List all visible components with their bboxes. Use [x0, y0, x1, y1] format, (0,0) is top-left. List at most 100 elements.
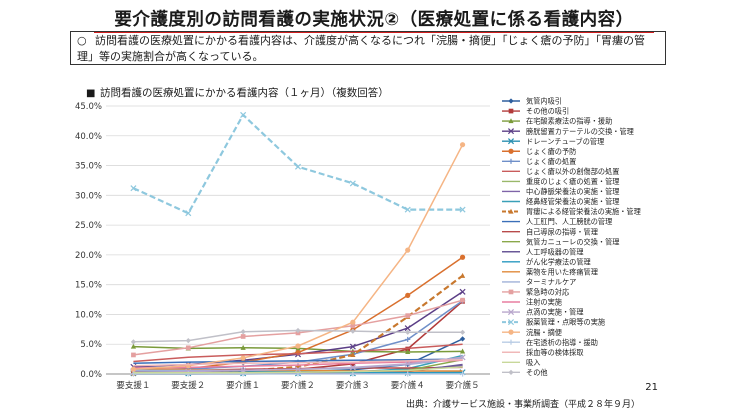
x-tick-label: 要支援１: [116, 380, 150, 391]
chart-title: 訪問看護の医療処置にかかる看護内容（１ヶ月）（複数回答）: [100, 87, 389, 99]
series-point-23: [350, 319, 356, 325]
legend-label-24: 在宅透析の指導・援助: [526, 338, 598, 347]
legend-label-6: じょく瘡の処置: [526, 157, 576, 166]
legend-marker-4: [507, 138, 515, 145]
legend-label-0: 気管内吸引: [526, 97, 562, 106]
summary-note-text: 訪問看護の医療処置にかかる看護内容は、介護度が高くなるにつれ「浣腸・摘便」「じょ…: [77, 34, 645, 63]
legend-label-23: 浣腸・摘便: [526, 328, 562, 337]
series-point-5: [459, 254, 466, 260]
series-point-23: [295, 343, 301, 349]
plot-area: 0.0% 5.0% 10.0% 15.0% 20.0% 25.0% 30.0% 35.0% 40…: [75, 102, 490, 391]
y-tick-label: 10.0%: [75, 310, 102, 320]
x-tick-label: 要介護５: [446, 380, 480, 391]
legend-label-19: 緊急時の対応: [526, 288, 569, 297]
series-point-27: [240, 329, 246, 335]
series-point-22: [185, 210, 192, 217]
series-point-22: [404, 206, 411, 213]
series-point-11: [459, 272, 466, 278]
legend-label-5: じょく瘡の予防: [526, 147, 576, 156]
series-point-3: [459, 288, 466, 295]
series-point-19: [185, 345, 191, 351]
legend-label-7: じょく瘡以外の創傷部の処置: [526, 167, 619, 176]
series-point-23: [240, 355, 246, 361]
legend-marker-3: [507, 128, 515, 135]
legend-label-21: 点滴の実施・管理: [526, 308, 584, 317]
source-caption: 出典：介護サービス施設・事業所調査（平成２８年９月）: [405, 400, 640, 410]
series-point-0: [459, 336, 466, 342]
series-point-27: [185, 338, 191, 344]
legend-marker-5: [508, 148, 514, 154]
y-tick-label: 35.0%: [75, 162, 102, 172]
series-point-27: [130, 339, 137, 345]
legend-label-26: 吸入: [526, 358, 540, 367]
page-number: 21: [645, 382, 658, 393]
y-tick-label: 45.0%: [75, 102, 102, 112]
section-marker: ■: [86, 88, 96, 99]
x-tick-label: 要介護３: [336, 380, 370, 391]
legend-marker-24: [508, 339, 514, 345]
series-point-2: [130, 343, 137, 349]
x-tick-label: 要介護４: [391, 380, 425, 391]
chart-legend: 気管内吸引その他の吸引在宅酸素療法の指導・援助膀胱留置カテーテルの交換・管理ドレ…: [502, 97, 641, 377]
series-point-2: [240, 344, 246, 350]
legend-label-4: ドレーンチューブの管理: [526, 137, 604, 146]
series-point-21: [294, 366, 302, 373]
legend-label-27: その他: [526, 368, 548, 377]
series-point-22: [349, 180, 356, 187]
series-point-6: [405, 336, 411, 343]
series-point-22: [130, 185, 137, 192]
series-point-19: [405, 313, 411, 318]
series-line-25: [133, 358, 463, 367]
series-line-22: [132, 113, 463, 215]
series-point-22: [294, 163, 302, 170]
series-point-21: [404, 360, 411, 367]
series-line-26: [133, 366, 463, 374]
legend-marker-1: [508, 108, 514, 114]
legend-label-17: 薬物を用いた疼痛管理: [526, 267, 598, 276]
legend-label-1: その他の吸引: [526, 107, 569, 116]
series-point-3: [404, 325, 411, 332]
legend-label-16: がん化学療法の管理: [526, 257, 591, 266]
series-line-12: [133, 358, 463, 365]
legend-label-8: 重度のじょく瘡の処置・管理: [526, 177, 619, 186]
series-point-27: [295, 327, 301, 334]
legend-label-20: 注射の実施: [526, 298, 562, 307]
series-point-2: [459, 348, 466, 354]
legend-label-14: 気管カニューレの交換・管理: [526, 237, 619, 246]
summary-note-box: ○ 訪問看護の医療処置にかかる看護内容は、介護度が高くなるにつれ「浣腸・摘便」「じ…: [70, 31, 666, 65]
y-tick-label: 0.0%: [80, 370, 102, 380]
x-tick-label: 要介護１: [226, 380, 260, 391]
legend-marker-0: [508, 98, 514, 104]
y-tick-label: 25.0%: [75, 221, 102, 231]
series-point-21: [349, 364, 356, 371]
legend-label-25: 採血等の検体採取: [526, 348, 584, 357]
title-underline: [94, 31, 654, 33]
legend-label-2: 在宅酸素療法の指導・援助: [526, 117, 612, 126]
y-tick-label: 40.0%: [75, 132, 102, 142]
series-point-19: [131, 352, 136, 358]
x-tick-label: 要介護２: [281, 380, 315, 391]
legend-label-18: ターミナルケア: [526, 278, 576, 287]
legend-label-22: 服薬管理・点眼等の実施: [526, 318, 605, 327]
y-tick-label: 5.0%: [80, 340, 102, 350]
series-point-23: [459, 142, 466, 148]
page-title-wrap: 要介護度別の訪問看護の実施状況②（医療処置に係る看護内容）: [94, 6, 654, 31]
series-point-22: [240, 111, 247, 118]
series-line-7: [133, 343, 463, 363]
series-point-5: [405, 292, 411, 298]
series-point-23: [405, 247, 411, 253]
series-point-27: [459, 329, 466, 335]
series-point-27: [350, 328, 356, 334]
series-point-23: [130, 366, 137, 372]
page-title: 要介護度別の訪問看護の実施状況②（医療処置に係る看護内容）: [114, 10, 634, 30]
series-point-3: [349, 343, 356, 350]
series-point-27: [405, 329, 411, 335]
legend-label-15: 人工呼吸器の管理: [526, 247, 584, 256]
legend-marker-27: [508, 369, 514, 375]
legend-marker-22: [507, 319, 515, 326]
series-point-19: [460, 297, 465, 303]
x-tick-label: 要支援２: [171, 380, 205, 391]
note-bullet: ○: [77, 34, 87, 47]
series-point-22: [459, 206, 466, 213]
